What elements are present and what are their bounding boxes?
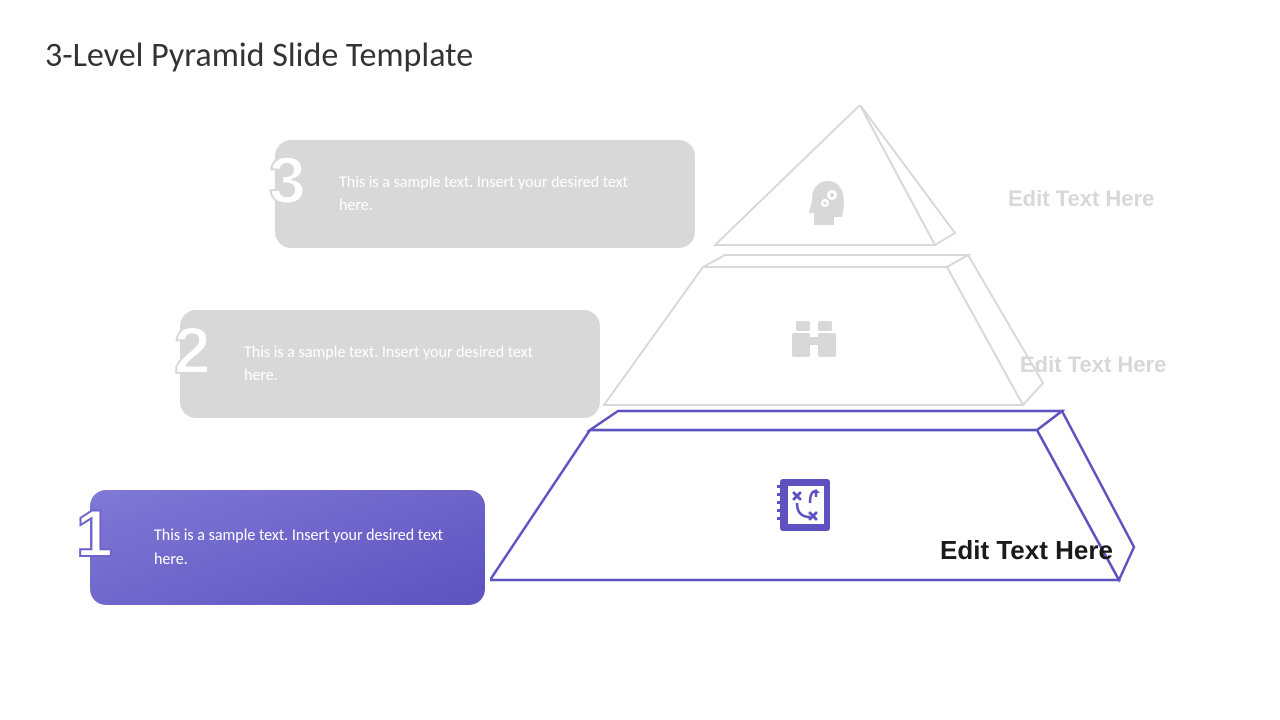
level-1-label: Edit Text Here [940, 535, 1113, 566]
slide-canvas: 3-Level Pyramid Slide Template This is a… [0, 0, 1280, 720]
level-3-label: Edit Text Here [1008, 186, 1154, 212]
level-1-textbox: This is a sample text. Insert your desir… [90, 490, 485, 605]
plan-icon [777, 479, 830, 531]
pyramid-level-2 [604, 255, 1043, 405]
level-2-label: Edit Text Here [1020, 352, 1166, 378]
pyramid-level-3 [715, 105, 955, 245]
level-2-number: 2 [174, 312, 211, 388]
level-1-text: This is a sample text. Insert your desir… [154, 524, 455, 570]
level-1-number: 1 [76, 495, 113, 571]
level-3-number: 3 [269, 142, 306, 218]
slide-title: 3-Level Pyramid Slide Template [45, 35, 473, 76]
